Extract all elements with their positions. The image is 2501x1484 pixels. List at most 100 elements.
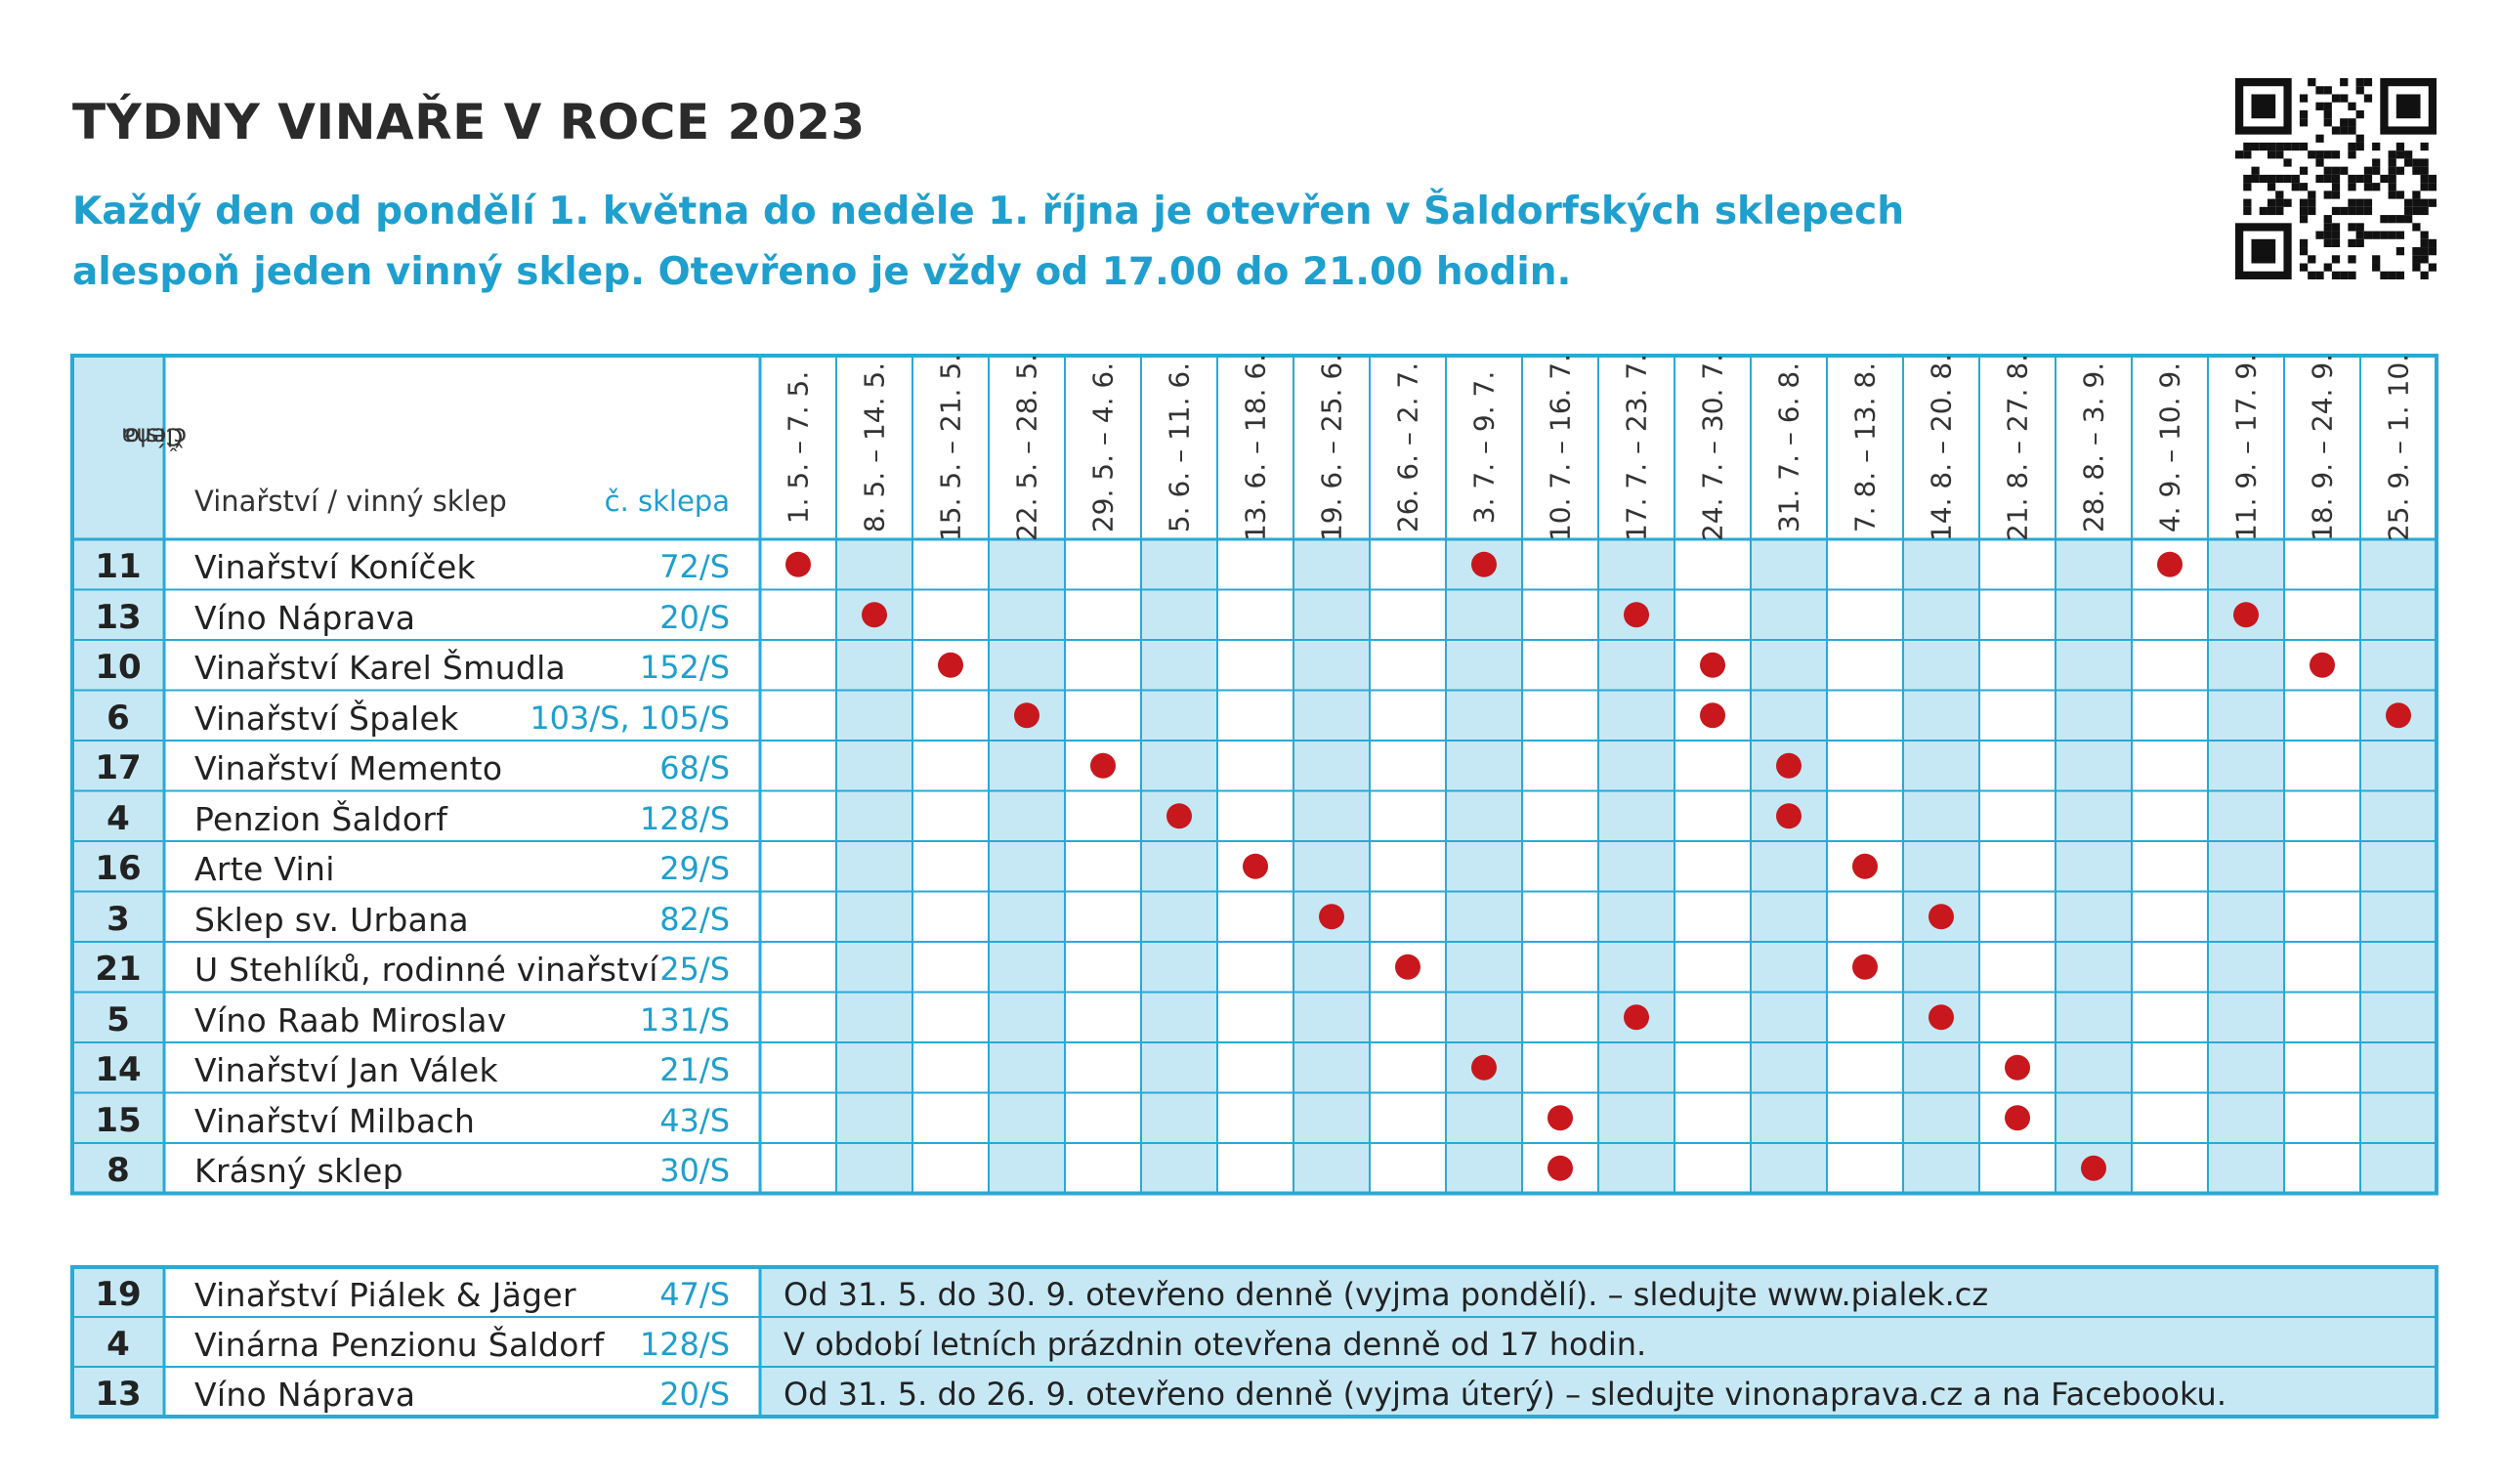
- open-week-dot: [1395, 954, 1420, 980]
- extra-border: [70, 1265, 2438, 1419]
- cellar-number: 68/S: [659, 749, 730, 786]
- extra-winery-name: Vinařství Piálek & Jäger: [194, 1276, 576, 1314]
- week-header: 21. 8. – 27. 8.: [1979, 353, 2056, 542]
- week-header: 15. 5. – 21. 5.: [912, 353, 989, 542]
- open-week-dot: [1547, 1155, 1573, 1181]
- week-label: 29. 5. – 4. 6.: [1086, 361, 1120, 533]
- week-label: 26. 6. – 2. 7.: [1391, 361, 1424, 533]
- week-label: 1. 5. – 7. 5.: [782, 370, 815, 525]
- member-number: 21: [95, 950, 142, 989]
- open-week-dot: [785, 551, 811, 577]
- week-column-stripe: [1598, 539, 1674, 1194]
- week-header: 14. 8. – 20. 8.: [1903, 354, 1979, 541]
- open-week-dot: [1700, 652, 1725, 678]
- week-label: 10. 7. – 16. 7.: [1544, 353, 1577, 542]
- week-header: 29. 5. – 4. 6.: [1065, 356, 1141, 539]
- member-number: 6: [106, 698, 130, 738]
- cellar-number: 43/S: [659, 1101, 730, 1139]
- week-label: 13. 6. – 18. 6.: [1239, 353, 1272, 542]
- winery-name: Vinařství Karel Šmudla: [194, 649, 567, 687]
- cellar-number: 25/S: [659, 951, 730, 988]
- extra-note: V období letních prázdnin otevřena denně…: [784, 1326, 1647, 1363]
- winery-name: Vinařství Koníček: [194, 548, 476, 586]
- extra-member-number: 4: [106, 1325, 130, 1364]
- open-week-dot: [1624, 1004, 1649, 1031]
- member-number: 5: [106, 999, 130, 1039]
- extra-note: Od 31. 5. do 30. 9. otevřeno denně (vyjm…: [784, 1276, 1989, 1313]
- cellar-number: 29/S: [659, 850, 730, 887]
- week-header: 5. 6. – 11. 6.: [1141, 356, 1217, 539]
- week-header: 10. 7. – 16. 7.: [1522, 353, 1598, 542]
- open-week-dot: [1166, 803, 1192, 829]
- member-number: 3: [106, 899, 130, 939]
- week-header: 22. 5. – 28. 5.: [989, 354, 1065, 541]
- week-label: 28. 8. – 3. 9.: [2077, 361, 2110, 533]
- winery-name: Vinařství Jan Válek: [194, 1051, 498, 1089]
- week-label: 3. 7. – 9. 7.: [1467, 370, 1501, 525]
- member-number: 16: [95, 849, 142, 888]
- open-week-dot: [1243, 853, 1268, 879]
- cellar-number: 21/S: [659, 1051, 730, 1088]
- week-label: 7. 8. – 13. 8.: [1848, 361, 1882, 533]
- open-week-dot: [2005, 1105, 2030, 1131]
- extra-cellar-number: 20/S: [659, 1376, 730, 1413]
- open-week-dot: [1852, 954, 1878, 980]
- open-week-dot: [1547, 1105, 1573, 1131]
- open-week-dot: [2386, 702, 2411, 729]
- week-column-stripe: [1903, 539, 1979, 1194]
- week-header: 19. 6. – 25. 6.: [1293, 354, 1370, 541]
- member-number: 4: [106, 798, 130, 838]
- week-column-stripe: [989, 539, 1065, 1194]
- open-week-dot: [2157, 551, 2183, 577]
- member-number: 15: [95, 1100, 142, 1140]
- member-number: 10: [95, 648, 142, 687]
- open-week-dot: [1776, 752, 1802, 779]
- open-week-dot: [2081, 1155, 2106, 1181]
- schedule-table: Číslo člena Vinařství / vinný sklep č. sk…: [70, 353, 2440, 1196]
- winery-name: Vinařství Memento: [194, 749, 503, 787]
- week-label: 8. 5. – 14. 5.: [858, 361, 891, 533]
- extra-note: Od 31. 5. do 26. 9. otevřeno denně (vyjm…: [784, 1376, 2226, 1413]
- cellar-number: 128/S: [639, 799, 730, 837]
- week-label: 18. 9. – 24. 9.: [2306, 353, 2339, 542]
- extra-winery-name: Víno Náprava: [194, 1376, 416, 1414]
- week-label: 31. 7. – 6. 8.: [1772, 361, 1805, 533]
- winery-name: U Stehlíků, rodinné vinařství: [194, 951, 658, 989]
- week-header: 28. 8. – 3. 9.: [2056, 356, 2132, 539]
- winery-name: Víno Raab Miroslav: [194, 1000, 507, 1039]
- member-number: 13: [95, 597, 142, 637]
- open-week-dot: [1852, 853, 1878, 879]
- cellar-number: 20/S: [659, 598, 730, 636]
- subtitle-line-1: Každý den od pondělí 1. května do neděle…: [72, 190, 1905, 233]
- table-border: [70, 354, 2438, 1196]
- subtitle-line-2: alespoň jeden vinný sklep. Otevřeno je v…: [72, 250, 1572, 294]
- week-column-stripe: [2056, 539, 2132, 1194]
- week-header: 7. 8. – 13. 8.: [1827, 356, 1903, 539]
- winery-name: Víno Náprava: [194, 598, 416, 637]
- extra-member-number: 19: [95, 1275, 142, 1314]
- extra-member-number: 13: [95, 1375, 142, 1414]
- member-number: 14: [95, 1050, 142, 1089]
- winery-name: Arte Vini: [194, 850, 335, 888]
- week-column-stripe: [2360, 539, 2437, 1194]
- winery-name: Penzion Šaldorf: [194, 799, 448, 838]
- winery-name: Sklep sv. Urbana: [194, 900, 469, 939]
- week-label: 15. 5. – 21. 5.: [934, 353, 967, 542]
- week-header: 17. 7. – 23. 7.: [1598, 354, 1674, 541]
- page-title: TÝDNY VINAŘE V ROCE 2023: [72, 94, 866, 150]
- week-header: 3. 7. – 9. 7.: [1446, 356, 1522, 539]
- open-week-dot: [1776, 803, 1802, 829]
- open-week-dot: [938, 652, 963, 678]
- week-header: 8. 5. – 14. 5.: [836, 356, 912, 539]
- week-header: 1. 5. – 7. 5.: [760, 356, 836, 539]
- qr-code-icon[interactable]: [2235, 78, 2437, 279]
- open-week-dot: [1090, 752, 1116, 779]
- open-week-dot: [1929, 1004, 1954, 1031]
- week-label: 21. 8. – 27. 8.: [2001, 353, 2034, 542]
- header-cellar: č. sklepa: [604, 485, 730, 518]
- extra-cellar-number: 47/S: [659, 1276, 730, 1313]
- week-column-stripe: [1446, 539, 1522, 1194]
- week-header: 25. 9. – 1. 10.: [2360, 354, 2437, 541]
- week-column-stripe: [2208, 539, 2284, 1194]
- week-header: 4. 9. – 10. 9.: [2132, 356, 2208, 539]
